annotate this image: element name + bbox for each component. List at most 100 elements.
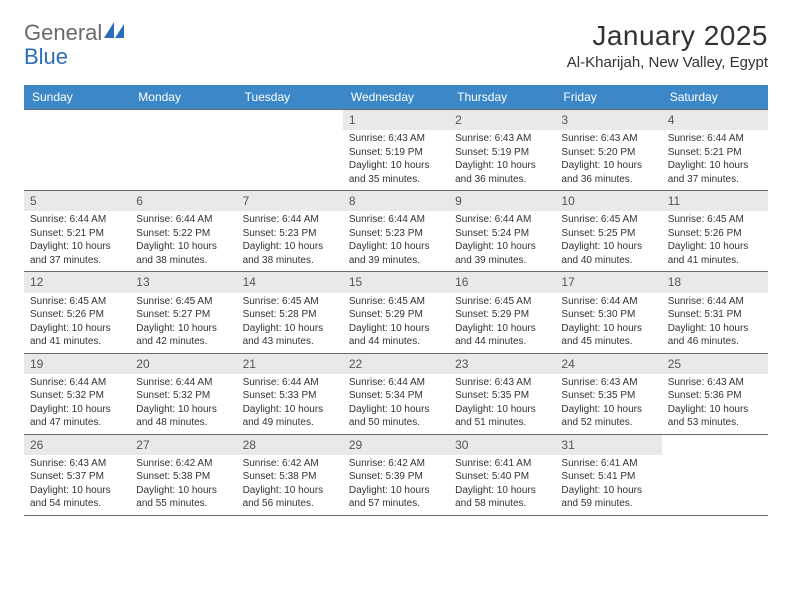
cell-line: Daylight: 10 hours and 37 minutes.: [668, 159, 762, 186]
cell-line: Daylight: 10 hours and 42 minutes.: [136, 322, 230, 349]
cell-line: Sunset: 5:19 PM: [349, 146, 443, 160]
cell-line: Daylight: 10 hours and 56 minutes.: [243, 484, 337, 511]
cell-body: Sunrise: 6:44 AMSunset: 5:31 PMDaylight:…: [662, 293, 768, 353]
day-number: [130, 110, 236, 114]
day-number: 17: [555, 272, 661, 292]
cell-line: Daylight: 10 hours and 50 minutes.: [349, 403, 443, 430]
cell-line: Sunrise: 6:42 AM: [243, 457, 337, 471]
day-number: 22: [343, 354, 449, 374]
calendar-cell: 12Sunrise: 6:45 AMSunset: 5:26 PMDayligh…: [24, 272, 130, 352]
cell-line: Daylight: 10 hours and 43 minutes.: [243, 322, 337, 349]
cell-line: Sunrise: 6:45 AM: [243, 295, 337, 309]
cell-body: Sunrise: 6:45 AMSunset: 5:26 PMDaylight:…: [24, 293, 130, 353]
day-number: 7: [237, 191, 343, 211]
cell-line: Sunset: 5:35 PM: [455, 389, 549, 403]
cell-line: Sunrise: 6:45 AM: [30, 295, 124, 309]
calendar-cell: 31Sunrise: 6:41 AMSunset: 5:41 PMDayligh…: [555, 435, 661, 515]
cell-line: Sunrise: 6:45 AM: [668, 213, 762, 227]
cell-body: Sunrise: 6:43 AMSunset: 5:36 PMDaylight:…: [662, 374, 768, 434]
cell-line: Sunrise: 6:44 AM: [668, 295, 762, 309]
cell-body: Sunrise: 6:41 AMSunset: 5:40 PMDaylight:…: [449, 455, 555, 515]
week-row: 5Sunrise: 6:44 AMSunset: 5:21 PMDaylight…: [24, 190, 768, 271]
calendar-cell: 5Sunrise: 6:44 AMSunset: 5:21 PMDaylight…: [24, 191, 130, 271]
day-number: [662, 435, 768, 439]
calendar-cell: 21Sunrise: 6:44 AMSunset: 5:33 PMDayligh…: [237, 354, 343, 434]
cell-line: Sunrise: 6:45 AM: [349, 295, 443, 309]
cell-body: Sunrise: 6:44 AMSunset: 5:33 PMDaylight:…: [237, 374, 343, 434]
day-number: 29: [343, 435, 449, 455]
cell-line: Daylight: 10 hours and 39 minutes.: [455, 240, 549, 267]
calendar-cell: 7Sunrise: 6:44 AMSunset: 5:23 PMDaylight…: [237, 191, 343, 271]
day-number: 16: [449, 272, 555, 292]
cell-line: Daylight: 10 hours and 45 minutes.: [561, 322, 655, 349]
cell-line: Sunrise: 6:44 AM: [136, 213, 230, 227]
cell-line: Daylight: 10 hours and 44 minutes.: [349, 322, 443, 349]
cell-line: Sunset: 5:38 PM: [136, 470, 230, 484]
dayhead-tue: Tuesday: [237, 85, 343, 109]
cell-body: Sunrise: 6:45 AMSunset: 5:29 PMDaylight:…: [449, 293, 555, 353]
cell-line: Sunset: 5:30 PM: [561, 308, 655, 322]
calendar: Sunday Monday Tuesday Wednesday Thursday…: [24, 85, 768, 516]
cell-line: Sunrise: 6:43 AM: [455, 132, 549, 146]
cell-line: Daylight: 10 hours and 37 minutes.: [30, 240, 124, 267]
cell-line: Sunset: 5:25 PM: [561, 227, 655, 241]
cell-line: Sunrise: 6:41 AM: [561, 457, 655, 471]
cell-line: Sunset: 5:21 PM: [30, 227, 124, 241]
calendar-cell: 3Sunrise: 6:43 AMSunset: 5:20 PMDaylight…: [555, 110, 661, 190]
calendar-cell: 4Sunrise: 6:44 AMSunset: 5:21 PMDaylight…: [662, 110, 768, 190]
day-number: 6: [130, 191, 236, 211]
location-subtitle: Al-Kharijah, New Valley, Egypt: [567, 54, 768, 71]
cell-line: Sunset: 5:27 PM: [136, 308, 230, 322]
day-number: 28: [237, 435, 343, 455]
cell-line: Sunrise: 6:45 AM: [561, 213, 655, 227]
cell-line: Sunrise: 6:44 AM: [349, 376, 443, 390]
day-number: 23: [449, 354, 555, 374]
calendar-cell: 9Sunrise: 6:44 AMSunset: 5:24 PMDaylight…: [449, 191, 555, 271]
cell-body: Sunrise: 6:42 AMSunset: 5:39 PMDaylight:…: [343, 455, 449, 515]
dayhead-wed: Wednesday: [343, 85, 449, 109]
cell-line: Daylight: 10 hours and 40 minutes.: [561, 240, 655, 267]
cell-line: Sunset: 5:26 PM: [30, 308, 124, 322]
day-number: 26: [24, 435, 130, 455]
cell-line: Sunrise: 6:44 AM: [30, 376, 124, 390]
week-row: 26Sunrise: 6:43 AMSunset: 5:37 PMDayligh…: [24, 434, 768, 516]
calendar-cell: 16Sunrise: 6:45 AMSunset: 5:29 PMDayligh…: [449, 272, 555, 352]
weeks-container: 1Sunrise: 6:43 AMSunset: 5:19 PMDaylight…: [24, 109, 768, 516]
calendar-cell: 22 Sunrise: 6:44 AMSunset: 5:34 PMDayligh…: [343, 354, 449, 434]
calendar-cell: 29Sunrise: 6:42 AMSunset: 5:39 PMDayligh…: [343, 435, 449, 515]
cell-body: Sunrise: 6:44 AMSunset: 5:32 PMDaylight:…: [24, 374, 130, 434]
cell-line: Sunset: 5:22 PM: [136, 227, 230, 241]
day-number: 25: [662, 354, 768, 374]
calendar-cell: 20Sunrise: 6:44 AMSunset: 5:32 PMDayligh…: [130, 354, 236, 434]
dayhead-fri: Friday: [555, 85, 661, 109]
cell-line: Sunrise: 6:43 AM: [561, 132, 655, 146]
cell-line: Daylight: 10 hours and 57 minutes.: [349, 484, 443, 511]
cell-line: Sunset: 5:33 PM: [243, 389, 337, 403]
cell-body: Sunrise: 6:41 AMSunset: 5:41 PMDaylight:…: [555, 455, 661, 515]
cell-line: Sunrise: 6:41 AM: [455, 457, 549, 471]
logo-text-general: General: [24, 20, 102, 46]
cell-line: Sunset: 5:19 PM: [455, 146, 549, 160]
cell-line: Sunset: 5:24 PM: [455, 227, 549, 241]
cell-body: Sunrise: 6:44 AMSunset: 5:21 PMDaylight:…: [24, 211, 130, 271]
dayhead-sat: Saturday: [662, 85, 768, 109]
cell-line: Sunset: 5:32 PM: [30, 389, 124, 403]
cell-line: Sunset: 5:34 PM: [349, 389, 443, 403]
day-number: 9: [449, 191, 555, 211]
cell-line: Sunset: 5:20 PM: [561, 146, 655, 160]
cell-body: Sunrise: 6:45 AMSunset: 5:28 PMDaylight:…: [237, 293, 343, 353]
cell-line: Daylight: 10 hours and 39 minutes.: [349, 240, 443, 267]
dayhead-mon: Monday: [130, 85, 236, 109]
day-number: 14: [237, 272, 343, 292]
calendar-cell: [130, 110, 236, 190]
calendar-cell: 28 Sunrise: 6:42 AMSunset: 5:38 PMDayligh…: [237, 435, 343, 515]
cell-body: Sunrise: 6:45 AMSunset: 5:25 PMDaylight:…: [555, 211, 661, 271]
calendar-cell: 19Sunrise: 6:44 AMSunset: 5:32 PMDayligh…: [24, 354, 130, 434]
cell-body: Sunrise: 6:44 AMSunset: 5:23 PMDaylight:…: [343, 211, 449, 271]
title-block: January 2025 Al-Kharijah, New Valley, Eg…: [567, 20, 768, 71]
cell-line: Sunset: 5:28 PM: [243, 308, 337, 322]
logo: General: [24, 20, 126, 46]
calendar-cell: 18Sunrise: 6:44 AMSunset: 5:31 PMDayligh…: [662, 272, 768, 352]
cell-line: Sunset: 5:38 PM: [243, 470, 337, 484]
cell-line: Sunrise: 6:43 AM: [349, 132, 443, 146]
